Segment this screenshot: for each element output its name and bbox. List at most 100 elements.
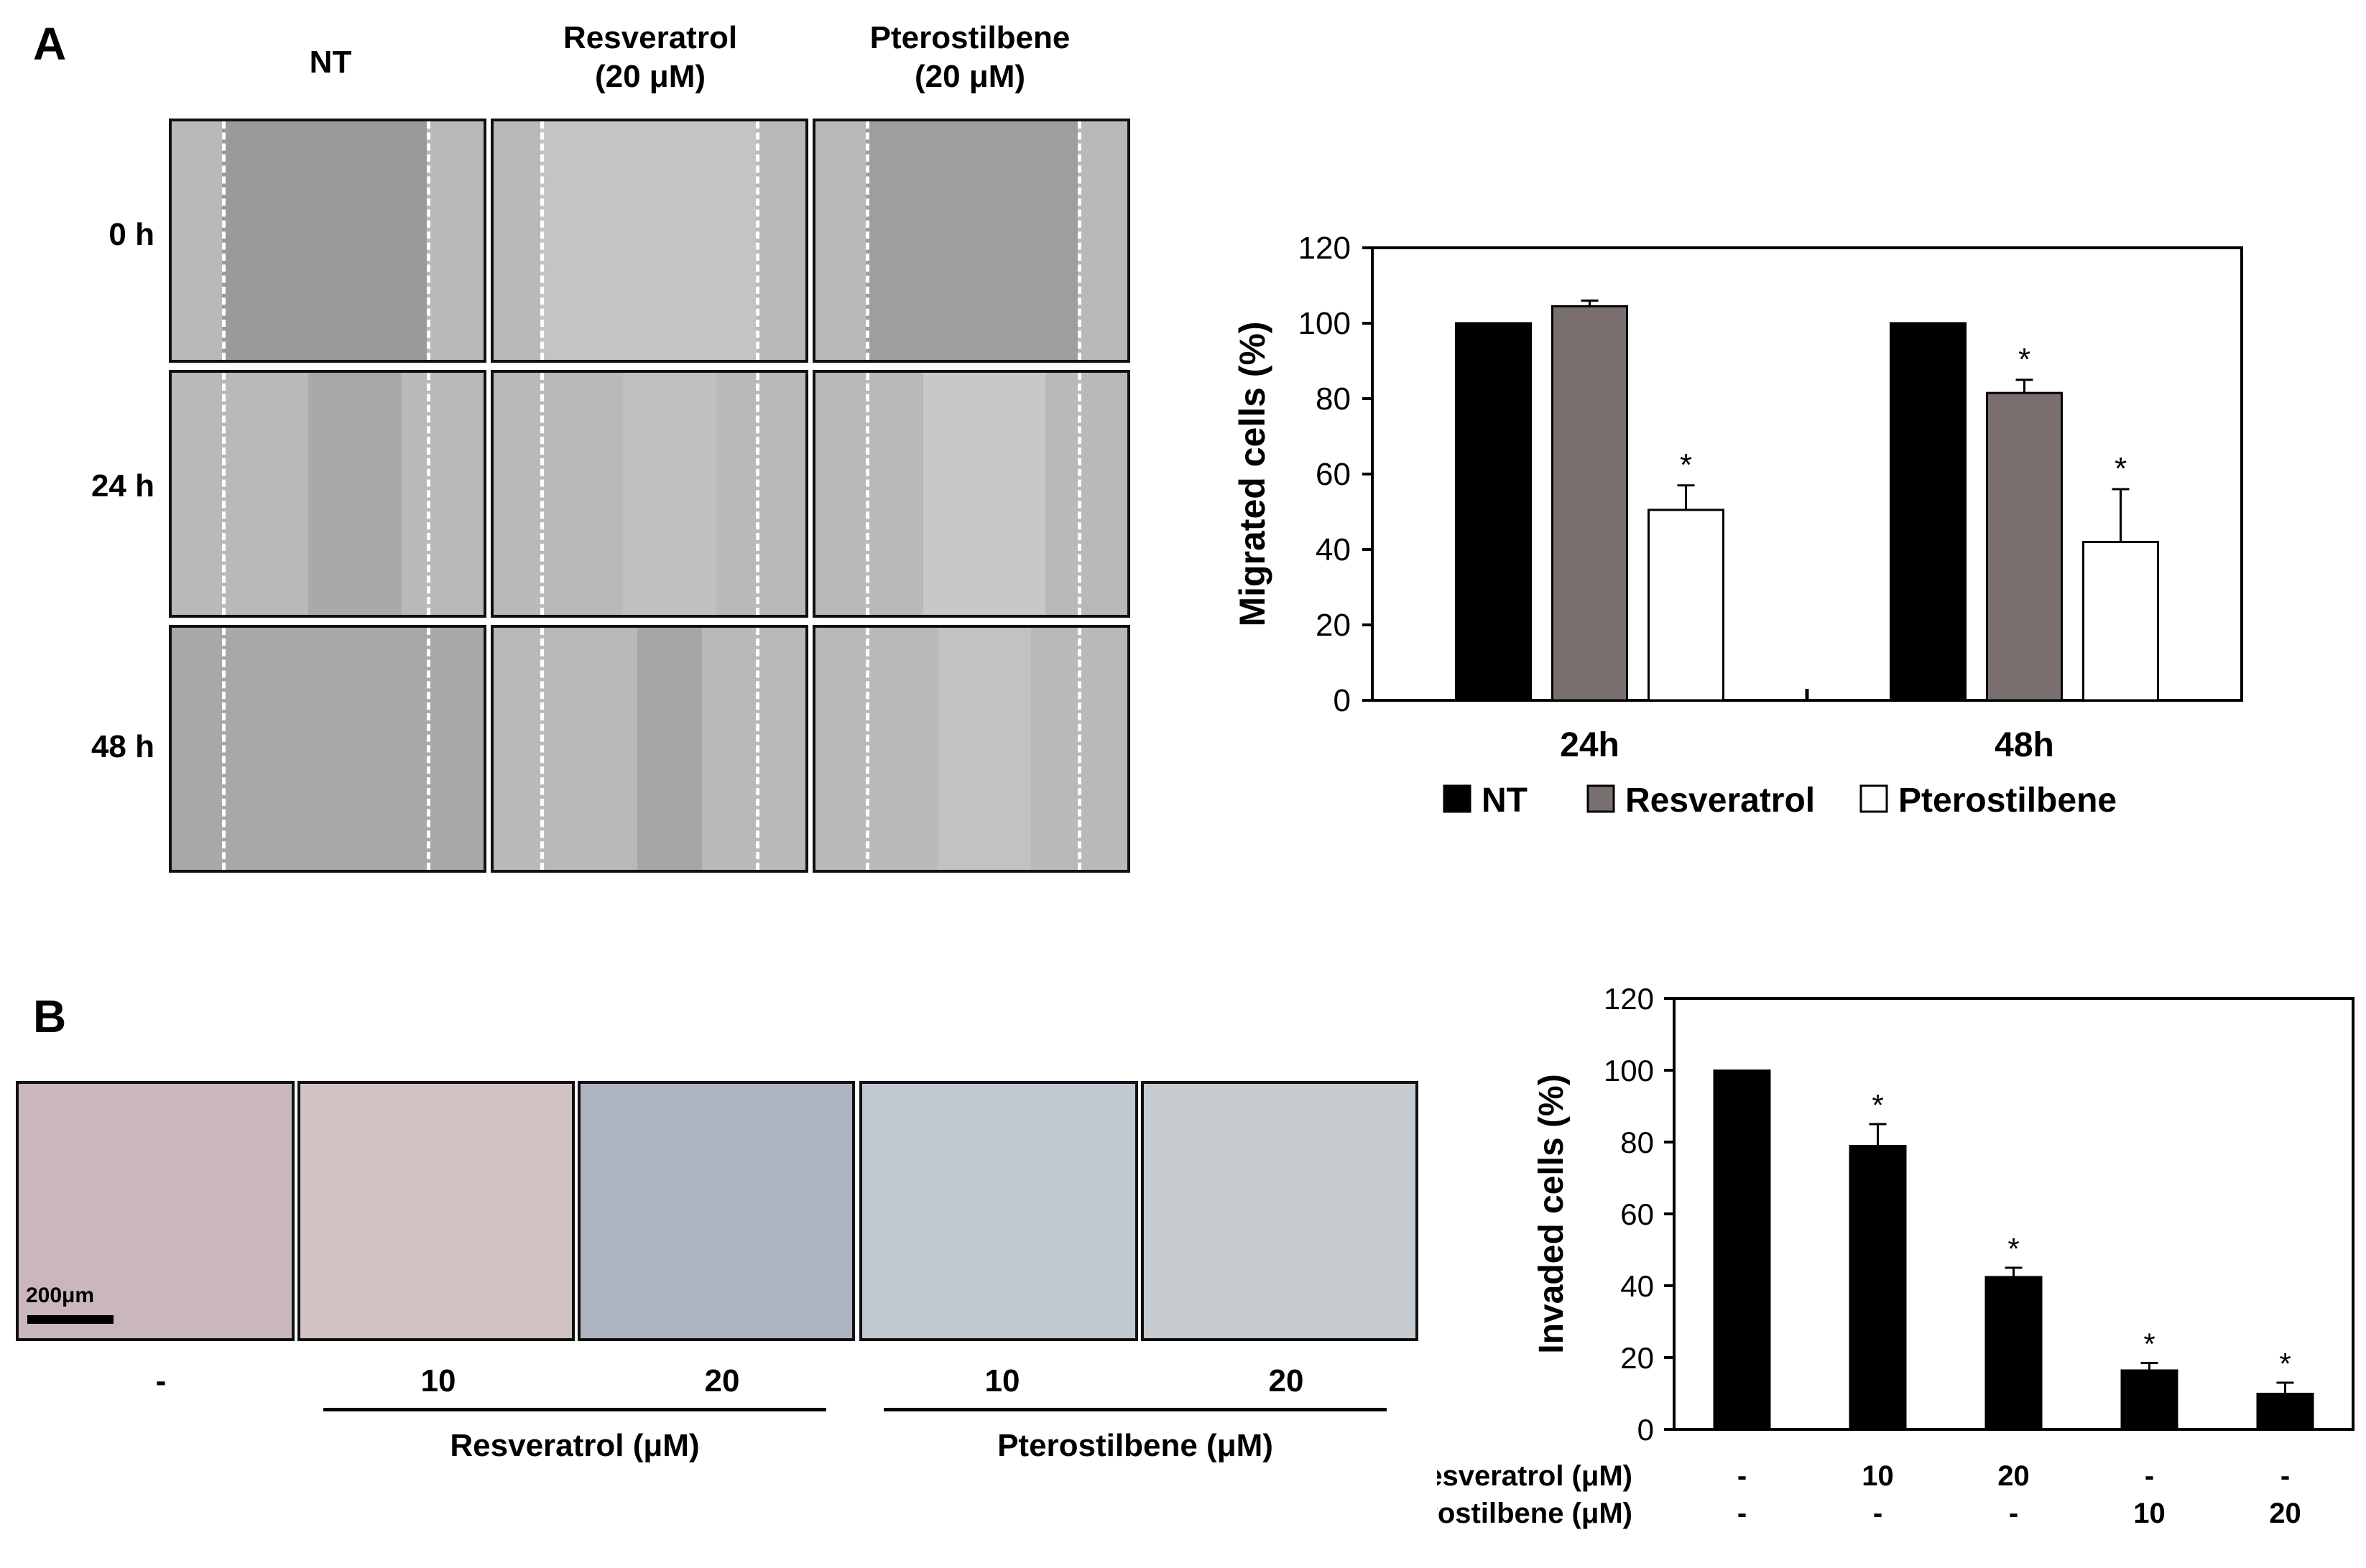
invasion-image-pterostilbene-10 — [859, 1081, 1138, 1341]
column-header-line2: (20 μM) — [914, 59, 1026, 94]
bar — [2256, 1393, 2314, 1430]
significance-marker: * — [2018, 342, 2030, 377]
condition-value: 10 — [1862, 1460, 1894, 1492]
legend-label: Resveratrol — [1625, 781, 1815, 820]
bar — [1890, 322, 1967, 702]
scratch-edge-left — [540, 628, 544, 870]
group-underline-resveratrol — [323, 1408, 826, 1411]
scratch-edge-right — [427, 121, 430, 360]
condition-label: 10 — [984, 1363, 1020, 1398]
column-header-line1: Resveratrol — [563, 20, 738, 55]
invasion-image-resveratrol-20 — [578, 1081, 855, 1341]
condition-label: - — [155, 1363, 167, 1398]
significance-marker: * — [2279, 1347, 2291, 1381]
y-tick-label: 60 — [1620, 1197, 1654, 1231]
group-underline-pterostilbene — [884, 1408, 1387, 1411]
y-tick-label: 40 — [1316, 532, 1351, 567]
condition-label: 20 — [1268, 1363, 1304, 1398]
y-tick-label: 20 — [1316, 608, 1351, 643]
bar — [1648, 509, 1724, 702]
y-tick-label: 40 — [1620, 1269, 1654, 1303]
group-label-pterostilbene: Pterostilbene (μM) — [997, 1428, 1273, 1463]
group-label-resveratrol: Resveratrol (μM) — [450, 1428, 700, 1463]
y-tick-label: 80 — [1316, 381, 1351, 417]
bar — [2120, 1369, 2178, 1430]
scratch-edge-right — [1078, 121, 1081, 360]
y-tick-label: 120 — [1604, 982, 1654, 1016]
x-tick-label: 48h — [1995, 726, 2054, 764]
bar — [1713, 1070, 1771, 1430]
scratch-gap — [540, 121, 756, 360]
y-tick-label: 120 — [1298, 231, 1351, 266]
column-header-resveratrol: Resveratrol (20 μM) — [492, 19, 808, 96]
column-header-line2: (20 μM) — [594, 59, 706, 94]
scratch-edge-left — [866, 121, 869, 360]
invasion-image-control: 200μm — [16, 1081, 295, 1341]
scratch-edge-right — [756, 121, 759, 360]
y-tick-label: 100 — [1298, 306, 1351, 341]
condition-row-label: Pterostilbene (μM) — [1437, 1498, 1632, 1529]
condition-label: 10 — [420, 1363, 456, 1398]
scratch-edge-left — [540, 373, 544, 615]
condition-value: - — [1737, 1460, 1747, 1492]
scratch-gap — [866, 121, 1078, 360]
invasion-image-resveratrol-10 — [297, 1081, 575, 1341]
scratch-gap — [923, 373, 1045, 615]
y-tick-label: 100 — [1604, 1054, 1654, 1087]
scratch-edge-left — [222, 121, 226, 360]
panel-a-letter: A — [33, 18, 67, 70]
migration-chart: 0 20 40 60 80 100 120 Migrated cells (%) 24h * 48h… — [1232, 231, 2243, 820]
micrograph-nt-24h — [169, 370, 486, 618]
scale-bar — [27, 1315, 114, 1324]
significance-marker: * — [2007, 1232, 2019, 1266]
micrograph-resveratrol-0h — [491, 119, 808, 363]
significance-marker: * — [2115, 451, 2127, 486]
invasion-image-pterostilbene-20 — [1141, 1081, 1418, 1341]
legend-swatch — [1586, 784, 1615, 813]
micrograph-resveratrol-24h — [491, 370, 808, 618]
x-tick-label: 24h — [1560, 726, 1619, 764]
row-label-0h: 0 h — [108, 217, 154, 252]
scratch-gap — [222, 121, 427, 360]
column-header-line1: Pterostilbene — [869, 20, 1071, 55]
bar — [1986, 391, 2063, 702]
micrograph-pterostilbene-24h — [813, 370, 1130, 618]
y-tick-label: 60 — [1316, 457, 1351, 492]
significance-marker: * — [1680, 447, 1692, 483]
condition-value: - — [2145, 1460, 2154, 1492]
bar — [1849, 1145, 1907, 1430]
scratch-gap — [623, 373, 716, 615]
scratch-edge-right — [756, 628, 759, 870]
column-header-line1: NT — [309, 45, 352, 80]
column-header-nt: NT — [172, 43, 489, 82]
scratch-edge-left — [540, 121, 544, 360]
row-label-48h: 48 h — [91, 729, 154, 764]
scratch-edge-left — [222, 628, 226, 870]
micrograph-nt-0h — [169, 119, 486, 363]
scratch-gap — [938, 628, 1031, 870]
y-tick-label: 80 — [1620, 1126, 1654, 1159]
condition-row-label: Resveratrol (μM) — [1437, 1460, 1632, 1492]
condition-value: 20 — [1997, 1460, 2030, 1492]
condition-value: - — [2009, 1498, 2018, 1529]
y-tick-label: 20 — [1620, 1341, 1654, 1375]
micrograph-nt-48h — [169, 625, 486, 873]
condition-label: 20 — [704, 1363, 740, 1398]
condition-value: - — [2280, 1460, 2290, 1492]
legend-swatch — [1443, 784, 1471, 813]
column-header-pterostilbene: Pterostilbene (20 μM) — [812, 19, 1128, 96]
legend-label: NT — [1482, 781, 1528, 820]
scratch-edge-left — [866, 373, 869, 615]
condition-value: - — [1737, 1498, 1747, 1529]
scratch-edge-right — [1078, 628, 1081, 870]
condition-value: - — [1873, 1498, 1882, 1529]
scratch-edge-left — [866, 628, 869, 870]
legend-swatch — [1859, 784, 1888, 813]
bar — [2082, 541, 2159, 702]
y-tick-label: 0 — [1637, 1413, 1654, 1447]
condition-value: 20 — [2269, 1498, 2301, 1529]
invasion-chart: 0 20 40 60 80 100 120 Invaded cells (%) * * * * Resv… — [1437, 982, 2355, 1529]
significance-marker: * — [2143, 1327, 2155, 1361]
bar — [1984, 1276, 2043, 1430]
scratch-edge-right — [427, 628, 430, 870]
